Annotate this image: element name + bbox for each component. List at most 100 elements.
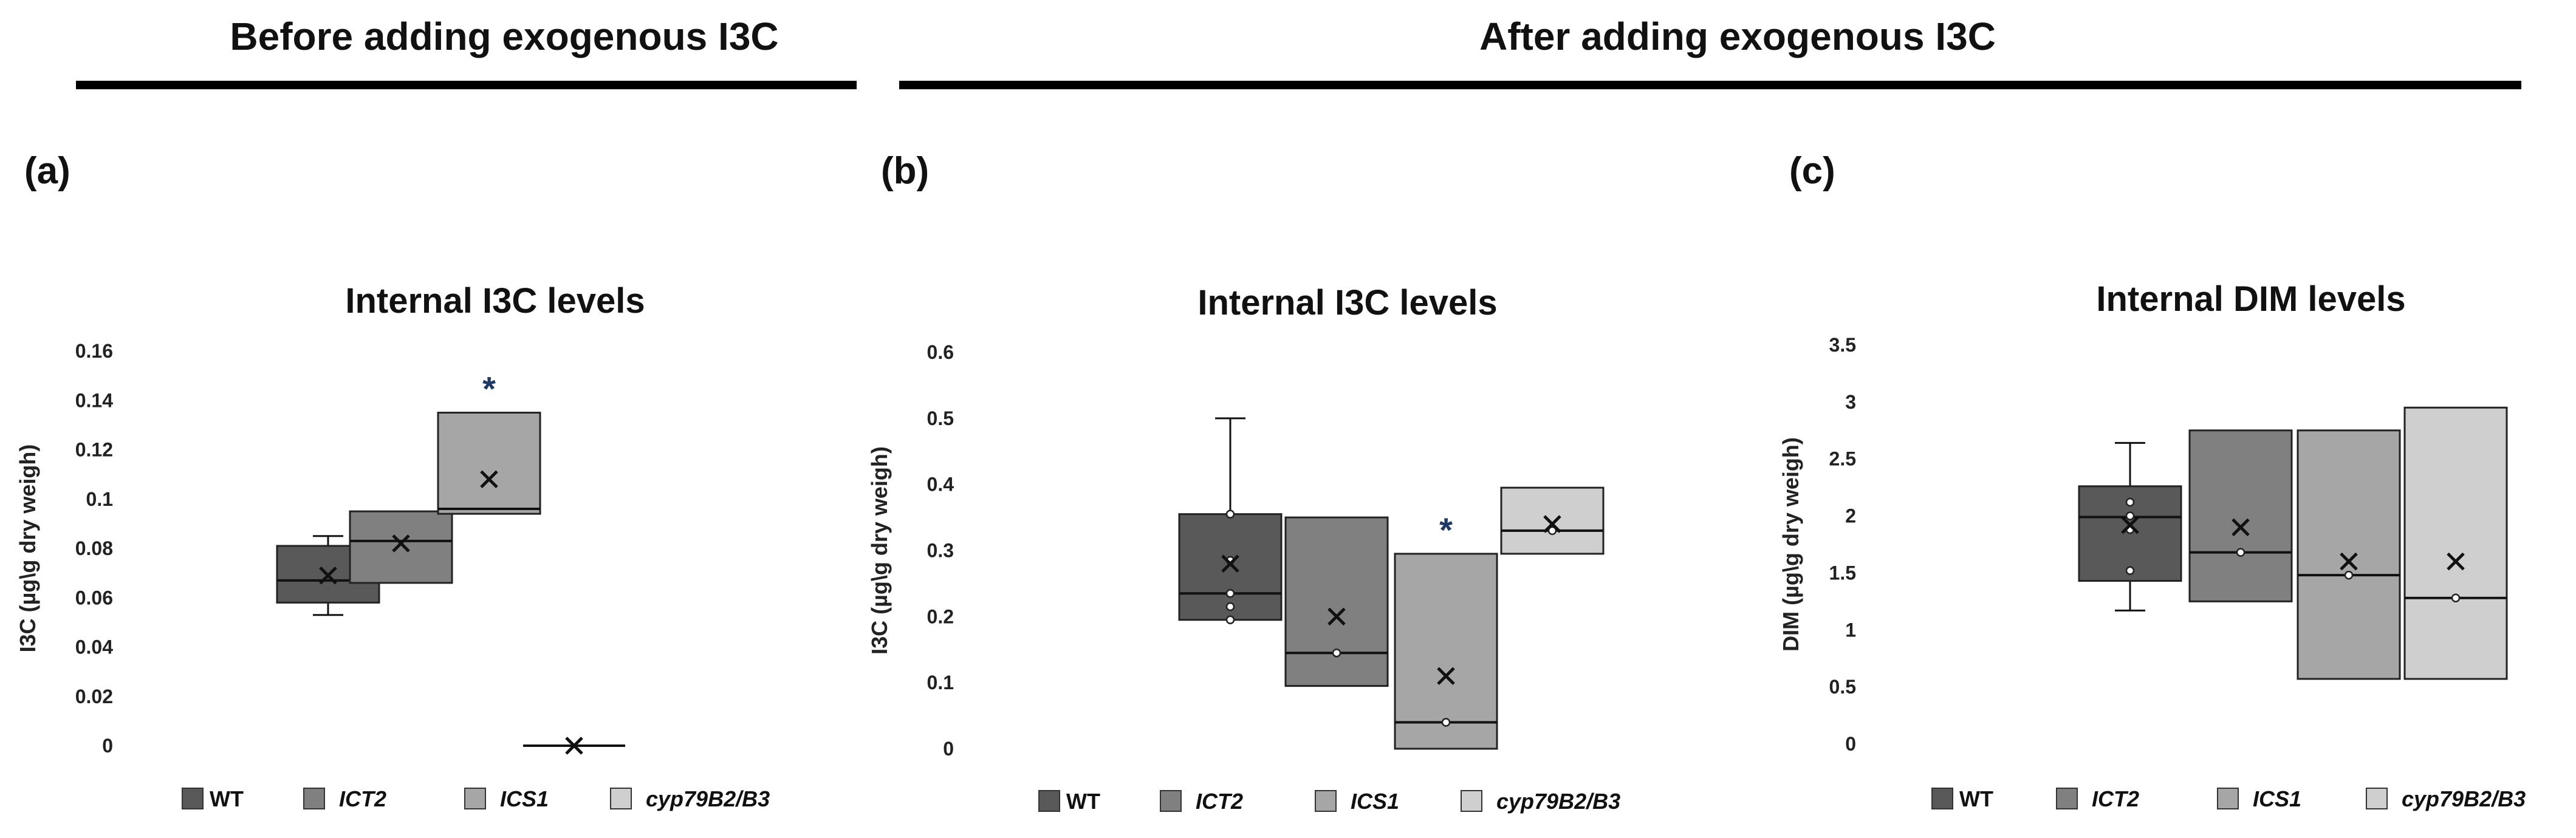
header-before: Before adding exogenous I3C — [230, 15, 778, 58]
legend-label: ICS1 — [500, 786, 549, 811]
header-after-rule — [899, 81, 2521, 89]
legend-label: ICT2 — [2092, 786, 2139, 811]
legend-label: ICT2 — [339, 786, 386, 811]
data-point — [2451, 593, 2461, 602]
data-point — [2125, 511, 2135, 520]
data-point — [1225, 509, 1235, 519]
y-tick-label: 0.08 — [75, 537, 113, 559]
legend-label: ICT2 — [1196, 789, 1243, 814]
mean-stroke — [2232, 518, 2250, 537]
y-tick-label: 0.12 — [75, 439, 113, 461]
y-tick-label: 0.06 — [75, 587, 113, 608]
y-axis-label: DIM (µg\g dry weigh) — [1778, 437, 1803, 652]
mean-stroke — [1221, 554, 1239, 573]
data-point — [2236, 548, 2245, 557]
legend-label: WT — [210, 786, 244, 811]
data-point — [2344, 570, 2354, 580]
y-tick-label: 0.16 — [75, 340, 113, 362]
mean-stroke — [565, 737, 583, 755]
y-tick-label: 0.14 — [75, 389, 113, 411]
legend-swatch — [1931, 788, 1953, 809]
legend-item-WT: WT — [1931, 786, 1993, 811]
panel-label: (b) — [881, 150, 929, 192]
legend-item-ICT2: ICT2 — [303, 786, 386, 811]
legend-swatch — [1315, 790, 1337, 812]
panel-label: (a) — [24, 150, 70, 192]
data-point — [2125, 566, 2135, 575]
mean-marker — [2447, 552, 2465, 571]
mean-stroke — [2340, 552, 2358, 571]
box-body — [1394, 553, 1498, 750]
y-tick-label: 0 — [102, 735, 113, 757]
mean-marker — [480, 470, 498, 489]
legend-swatch — [2217, 788, 2239, 809]
header-after: After adding exogenous I3C — [1479, 15, 1996, 58]
box-WT — [2078, 441, 2182, 611]
legend-label: WT — [1066, 789, 1100, 814]
legend-label: cyp79B2/B3 — [2402, 786, 2526, 811]
legend-item-cyp79B2-B3: cyp79B2/B3 — [610, 786, 770, 811]
box-ICT2 — [1284, 516, 1389, 687]
box-cyp79B2-B3 — [523, 737, 625, 755]
legend-item-WT: WT — [182, 786, 244, 811]
mean-marker — [319, 566, 337, 585]
header-before-rule — [76, 81, 857, 89]
legend-item-cyp79B2-B3: cyp79B2/B3 — [1461, 789, 1620, 814]
mean-stroke — [2121, 516, 2139, 534]
legend-swatch — [1461, 790, 1482, 812]
box-body — [1500, 486, 1605, 555]
y-axis-label: I3C (µg\g dry weigh) — [15, 445, 40, 653]
y-tick-label: 1.5 — [1829, 562, 1856, 584]
legend-item-cyp79B2-B3: cyp79B2/B3 — [2366, 786, 2526, 811]
data-point — [1225, 588, 1235, 598]
y-tick-label: 0.02 — [75, 686, 113, 707]
legend-item-ICS1: ICS1 — [1315, 789, 1399, 814]
y-tick-label: 0.1 — [86, 488, 113, 510]
chart-title: Internal I3C levels — [1197, 283, 1497, 322]
box-WT — [1178, 417, 1283, 625]
chart-title: Internal I3C levels — [345, 281, 645, 321]
mean-stroke — [319, 566, 337, 585]
chart-panel-3: (c) Internal DIM levels DIM (µg\g dry weig… — [1778, 150, 2526, 811]
legend-label: ICS1 — [1351, 789, 1399, 814]
mean-marker — [1221, 554, 1239, 573]
mean-stroke — [1543, 515, 1561, 533]
y-tick-label: 0.5 — [1829, 676, 1856, 698]
mean-marker — [1437, 667, 1455, 686]
box-ICT2 — [2188, 429, 2293, 602]
y-tick-label: 0 — [1845, 733, 1856, 755]
box-body — [437, 412, 541, 515]
box-body — [349, 510, 453, 584]
box-cyp79B2-B3 — [2403, 406, 2508, 680]
y-tick-label: 2 — [1845, 505, 1856, 527]
mean-marker — [1543, 515, 1561, 533]
legend-item-ICT2: ICT2 — [2056, 786, 2139, 811]
chart-panel-2: (b) Internal I3C levels I3C (µg\g dry weig… — [867, 150, 1620, 814]
legend-swatch — [2366, 788, 2388, 809]
data-point — [1547, 526, 1557, 536]
y-tick-label: 2.5 — [1829, 448, 1856, 470]
legend-swatch — [182, 788, 204, 809]
legend-label: cyp79B2/B3 — [1496, 789, 1620, 814]
data-point — [1225, 615, 1235, 625]
y-tick-label: 0.5 — [927, 407, 954, 429]
legend-swatch — [464, 788, 486, 809]
y-tick-label: 0.3 — [927, 540, 954, 562]
legend-swatch — [1160, 790, 1182, 812]
mean-stroke — [1327, 607, 1346, 626]
chart-title: Internal DIM levels — [2096, 279, 2405, 319]
legend-item-ICT2: ICT2 — [1160, 789, 1243, 814]
legend-item-WT: WT — [1038, 789, 1100, 814]
y-tick-label: 0.2 — [927, 605, 954, 627]
significance-marker: * — [1439, 511, 1453, 549]
mean-marker — [2121, 516, 2139, 534]
legend-swatch — [2056, 788, 2078, 809]
y-tick-label: 0.6 — [927, 341, 954, 363]
significance-marker: * — [482, 370, 496, 408]
data-point — [1225, 602, 1235, 611]
y-tick-label: 1 — [1845, 619, 1856, 641]
y-tick-label: 0.4 — [927, 474, 954, 496]
mean-marker — [565, 737, 583, 755]
box-ICS1: * — [1394, 511, 1498, 750]
